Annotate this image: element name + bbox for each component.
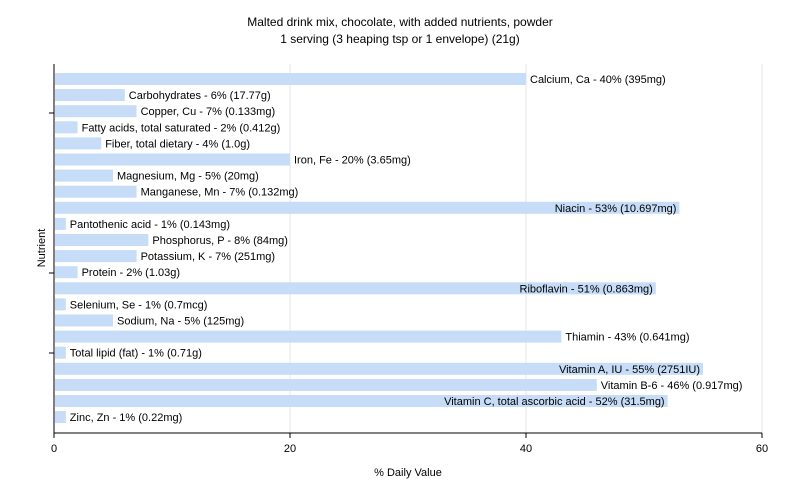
bar (55, 411, 66, 424)
bar (55, 330, 562, 343)
x-tick-label: 0 (51, 443, 57, 455)
bar (55, 234, 149, 246)
chart-title: Malted drink mix, chocolate, with added … (247, 15, 553, 29)
plot-area (54, 64, 762, 433)
data-label: Phosphorus, P - 8% (84mg) (152, 235, 288, 247)
data-label: Sodium, Na - 5% (125mg) (117, 316, 244, 328)
data-label: Manganese, Mn - 7% (0.132mg) (141, 187, 299, 199)
data-label: Protein - 2% (1.03g) (82, 267, 180, 279)
bar (55, 298, 66, 311)
x-tick-label: 40 (520, 443, 532, 455)
data-label: Thiamin - 43% (0.641mg) (565, 332, 689, 344)
bar (55, 362, 703, 375)
data-label: Pantothenic acid - 1% (0.143mg) (70, 219, 230, 231)
bar (55, 89, 125, 102)
data-label: Vitamin B-6 - 46% (0.917mg) (601, 380, 743, 392)
data-label: Potassium, K - 7% (251mg) (141, 251, 276, 263)
data-label: Calcium, Ca - 40% (395mg) (530, 74, 666, 86)
bar (55, 73, 526, 85)
bar (55, 217, 66, 230)
chart-subtitle: 1 serving (3 heaping tsp or 1 envelope) … (280, 32, 520, 46)
data-label: Magnesium, Mg - 5% (20mg) (117, 171, 259, 183)
bar (55, 201, 680, 214)
data-label: Selenium, Se - 1% (0.7mcg) (70, 299, 208, 311)
data-label: Iron, Fe - 20% (3.65mg) (294, 155, 411, 167)
data-label: Fatty acids, total saturated - 2% (0.412… (82, 122, 281, 134)
bar (55, 378, 597, 391)
data-label: Zinc, Zn - 1% (0.22mg) (70, 412, 182, 424)
axes-group: 0 20 40 60 (49, 64, 768, 455)
data-label: Total lipid (fat) - 1% (0.71g) (70, 348, 202, 360)
x-axis-label: % Daily Value (374, 467, 442, 479)
x-tick-label: 20 (284, 443, 296, 455)
bar (55, 153, 290, 166)
bar (55, 185, 137, 198)
bar (55, 266, 78, 279)
bar (55, 137, 102, 150)
y-axis-label: Nutrient (36, 229, 48, 268)
bar (55, 250, 137, 263)
bar (55, 105, 137, 118)
bar (55, 346, 66, 359)
bar (55, 314, 113, 327)
data-label: Carbohydrates - 6% (17.77g) (129, 90, 271, 102)
x-tick-label: 60 (756, 443, 768, 455)
bar (55, 282, 656, 295)
data-label: Vitamin C, total ascorbic acid - 52% (31… (444, 396, 665, 408)
bar (55, 169, 113, 182)
data-label: Copper, Cu - 7% (0.133mg) (141, 106, 276, 118)
data-label: Fiber, total dietary - 4% (1.0g) (105, 138, 250, 150)
bar (55, 121, 78, 134)
data-label: Riboflavin - 51% (0.863mg) (520, 283, 653, 295)
bar (55, 395, 668, 407)
bars-group: Calcium, Ca - 40% (395mg) Carbohydrates -… (55, 73, 742, 424)
data-label: Vitamin A, IU - 55% (2751IU) (559, 364, 700, 376)
data-label: Niacin - 53% (10.697mg) (555, 203, 677, 215)
grid-lines (54, 64, 763, 433)
